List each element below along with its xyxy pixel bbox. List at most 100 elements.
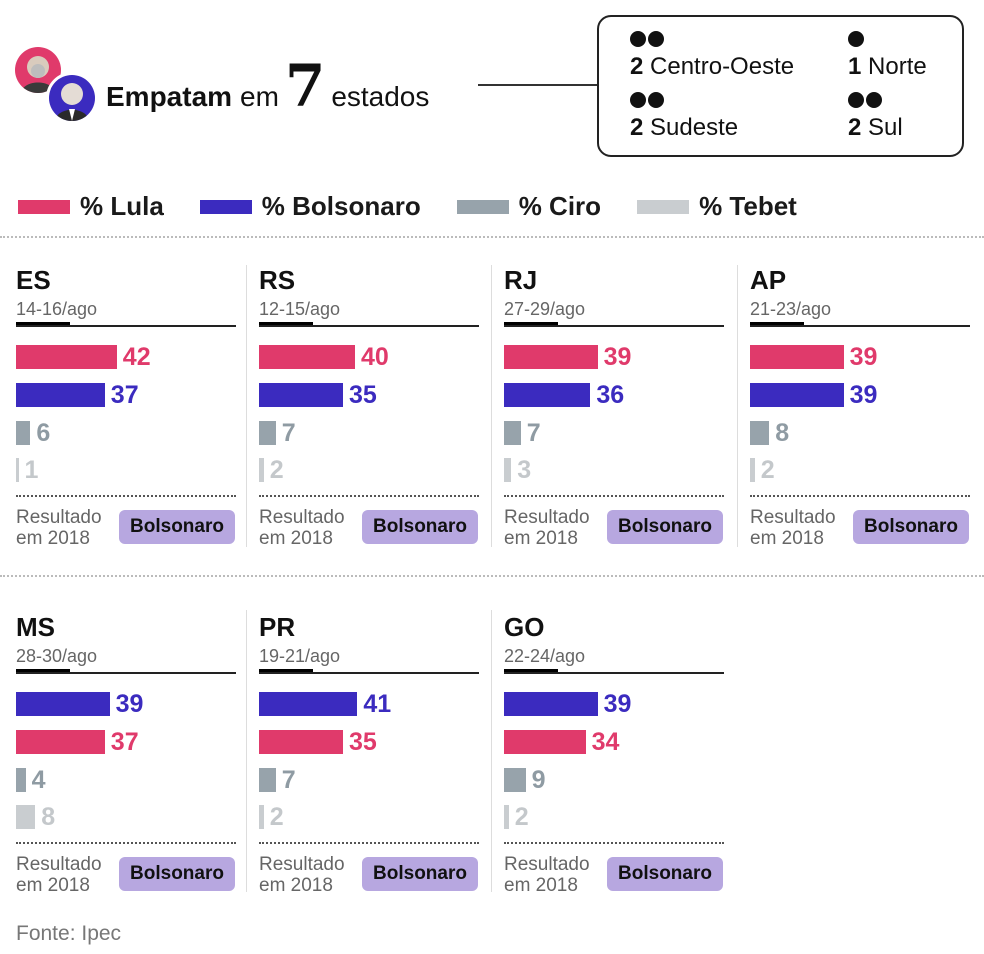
value-label-bolsonaro: 35 bbox=[349, 381, 377, 409]
result-label-line1: Resultado bbox=[259, 854, 345, 875]
legend: % Lula % Bolsonaro % Ciro % Tebet bbox=[18, 191, 833, 222]
source-note: Fonte: Ipec bbox=[16, 922, 122, 945]
result-label-line2: em 2018 bbox=[259, 875, 333, 896]
result-label-line2: em 2018 bbox=[504, 875, 578, 896]
poll-date: 19-21/ago bbox=[259, 646, 341, 666]
value-label-tebet: 2 bbox=[269, 803, 284, 831]
value-label-lula: 42 bbox=[122, 343, 151, 371]
result-label-line2: em 2018 bbox=[16, 875, 90, 896]
value-label-lula: 37 bbox=[110, 728, 139, 756]
bar-ciro bbox=[259, 768, 276, 792]
bar-ciro bbox=[504, 421, 521, 445]
bar-lula bbox=[16, 730, 105, 754]
region-count: 1 bbox=[848, 53, 862, 80]
header-rule bbox=[16, 325, 236, 327]
bar-tebet bbox=[750, 458, 755, 482]
value-label-ciro: 7 bbox=[281, 766, 296, 794]
poll-date: 21-23/ago bbox=[750, 299, 832, 319]
region-dots bbox=[848, 92, 903, 110]
result-label-line2: em 2018 bbox=[16, 528, 90, 549]
region-name: Centro-Oeste bbox=[650, 53, 795, 80]
region-norte: 1 Norte bbox=[848, 31, 927, 81]
header-rule bbox=[259, 325, 479, 327]
value-label-ciro: 8 bbox=[775, 419, 790, 447]
header-accent bbox=[504, 669, 558, 673]
region-name: Sudeste bbox=[650, 114, 739, 141]
separator-top bbox=[0, 236, 984, 238]
legend-swatch-tebet bbox=[637, 199, 690, 214]
result-label-line1: Resultado bbox=[259, 507, 345, 528]
poll-date: 12-15/ago bbox=[259, 299, 341, 319]
result-2018-badge: Bolsonaro bbox=[607, 510, 723, 544]
value-label-ciro: 9 bbox=[531, 766, 546, 794]
legend-item-ciro: % Ciro bbox=[456, 191, 601, 222]
legend-label: % Lula bbox=[80, 191, 164, 221]
legend-swatch-bolsonaro bbox=[199, 199, 252, 214]
header-rule bbox=[750, 325, 970, 327]
result-2018-label: Resultado em 2018 bbox=[259, 507, 359, 549]
headline-connector-line bbox=[478, 84, 598, 86]
bar-bolsonaro bbox=[504, 692, 598, 716]
region-count: 2 bbox=[630, 114, 644, 141]
column-divider bbox=[737, 265, 738, 547]
separator-middle bbox=[0, 575, 984, 577]
value-label-tebet: 3 bbox=[517, 456, 532, 484]
bar-bolsonaro bbox=[259, 383, 343, 407]
value-label-bolsonaro: 37 bbox=[110, 381, 139, 409]
result-2018-label: Resultado em 2018 bbox=[504, 507, 604, 549]
headline-mid: em bbox=[240, 81, 279, 112]
region-count: 2 bbox=[630, 53, 644, 80]
state-code: ES bbox=[16, 265, 51, 295]
bar-bolsonaro bbox=[504, 383, 591, 407]
value-label-lula: 40 bbox=[361, 343, 389, 371]
value-label-bolsonaro: 36 bbox=[596, 381, 625, 409]
legend-item-bolsonaro: % Bolsonaro bbox=[199, 191, 421, 222]
legend-item-lula: % Lula bbox=[18, 191, 164, 222]
bar-ciro bbox=[504, 768, 526, 792]
bar-bolsonaro bbox=[16, 692, 110, 716]
value-label-lula: 39 bbox=[603, 343, 632, 371]
state-code: AP bbox=[750, 265, 787, 295]
result-divider bbox=[259, 842, 479, 844]
header-accent bbox=[750, 322, 804, 326]
legend-item-tebet: % Tebet bbox=[637, 191, 797, 222]
region-dots bbox=[630, 31, 794, 49]
bar-lula bbox=[504, 730, 586, 754]
bar-lula bbox=[259, 345, 355, 369]
state-panel-rs: RS 12-15/ago 40 35 7 2 Resultado em 2018 Bolsona… bbox=[259, 265, 481, 555]
legend-swatch-lula bbox=[18, 199, 70, 214]
result-divider bbox=[259, 495, 479, 497]
result-divider bbox=[504, 495, 724, 497]
bar-lula bbox=[504, 345, 598, 369]
state-code: RS bbox=[259, 265, 296, 295]
value-label-ciro: 4 bbox=[31, 766, 46, 794]
bar-tebet bbox=[16, 805, 36, 829]
result-2018-badge: Bolsonaro bbox=[362, 510, 478, 544]
state-panel-go: GO 22-24/ago 39 34 9 2 Resultado em 2018 Bolsona… bbox=[504, 612, 726, 902]
bar-tebet bbox=[504, 458, 512, 482]
bar-lula bbox=[259, 730, 343, 754]
poll-date: 27-29/ago bbox=[504, 299, 586, 319]
bar-tebet bbox=[259, 458, 264, 482]
value-label-lula: 34 bbox=[591, 728, 620, 756]
result-2018-badge: Bolsonaro bbox=[119, 510, 235, 544]
result-label-line1: Resultado bbox=[16, 507, 102, 528]
result-2018-badge: Bolsonaro bbox=[362, 857, 478, 891]
header-rule bbox=[259, 672, 479, 674]
header-rule bbox=[504, 325, 724, 327]
state-panel-ap: AP 21-23/ago 39 39 8 2 Resultado em 2018 Bolsona… bbox=[750, 265, 972, 555]
value-label-bolsonaro: 39 bbox=[849, 381, 878, 409]
headline-number: 7 bbox=[284, 52, 326, 120]
state-code: PR bbox=[259, 612, 296, 642]
bar-bolsonaro bbox=[750, 383, 844, 407]
region-name: Norte bbox=[868, 53, 927, 80]
value-label-bolsonaro: 41 bbox=[363, 690, 392, 718]
bar-lula bbox=[750, 345, 844, 369]
result-label-line1: Resultado bbox=[750, 507, 836, 528]
region-dots bbox=[848, 31, 927, 49]
bar-ciro bbox=[16, 421, 31, 445]
poll-date: 22-24/ago bbox=[504, 646, 586, 666]
bar-tebet bbox=[259, 805, 264, 829]
value-label-tebet: 2 bbox=[269, 456, 284, 484]
state-panel-pr: PR 19-21/ago 41 35 7 2 Resultado em 2018 Bolsona… bbox=[259, 612, 481, 902]
